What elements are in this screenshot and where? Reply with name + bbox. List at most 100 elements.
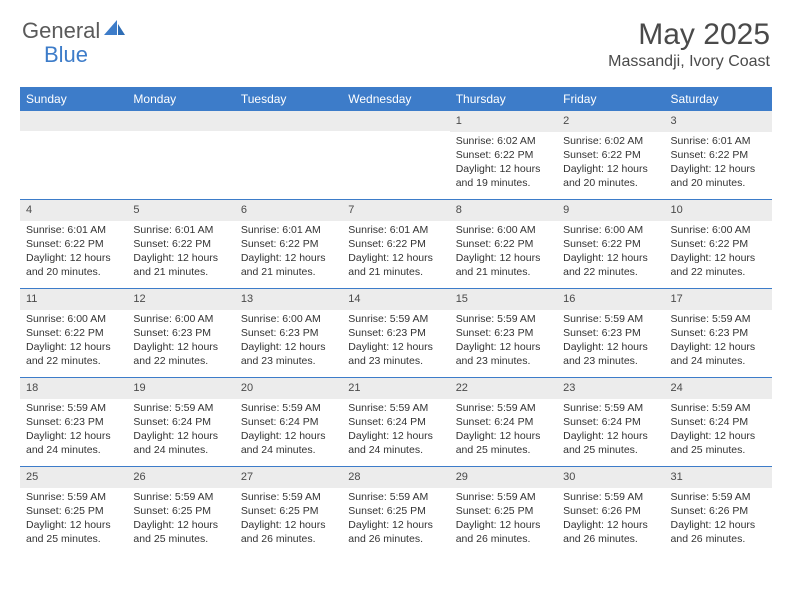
calendar: SundayMondayTuesdayWednesdayThursdayFrid… <box>20 87 772 555</box>
day-line: Daylight: 12 hours and 23 minutes. <box>563 340 658 368</box>
day-cell: 31Sunrise: 5:59 AMSunset: 6:26 PMDayligh… <box>665 467 772 555</box>
day-line: Sunset: 6:24 PM <box>456 415 551 429</box>
day-line: Sunrise: 6:01 AM <box>241 223 336 237</box>
day-cell <box>235 111 342 199</box>
day-cell: 13Sunrise: 6:00 AMSunset: 6:23 PMDayligh… <box>235 289 342 377</box>
day-body: Sunrise: 5:59 AMSunset: 6:25 PMDaylight:… <box>450 490 557 547</box>
day-line: Sunset: 6:25 PM <box>241 504 336 518</box>
day-number: 13 <box>235 289 342 310</box>
day-body: Sunrise: 5:59 AMSunset: 6:24 PMDaylight:… <box>342 401 449 458</box>
day-line: Daylight: 12 hours and 24 minutes. <box>348 429 443 457</box>
day-line: Daylight: 12 hours and 21 minutes. <box>133 251 228 279</box>
day-line: Sunrise: 6:00 AM <box>26 312 121 326</box>
day-line: Sunrise: 5:59 AM <box>241 490 336 504</box>
day-number: 3 <box>665 111 772 132</box>
day-cell: 3Sunrise: 6:01 AMSunset: 6:22 PMDaylight… <box>665 111 772 199</box>
day-line: Sunset: 6:22 PM <box>26 326 121 340</box>
day-cell: 8Sunrise: 6:00 AMSunset: 6:22 PMDaylight… <box>450 200 557 288</box>
day-body: Sunrise: 5:59 AMSunset: 6:23 PMDaylight:… <box>665 312 772 369</box>
day-body: Sunrise: 6:02 AMSunset: 6:22 PMDaylight:… <box>557 134 664 191</box>
day-line: Sunrise: 6:01 AM <box>26 223 121 237</box>
day-line: Daylight: 12 hours and 25 minutes. <box>26 518 121 546</box>
day-line: Daylight: 12 hours and 21 minutes. <box>456 251 551 279</box>
day-body: Sunrise: 5:59 AMSunset: 6:26 PMDaylight:… <box>557 490 664 547</box>
day-body: Sunrise: 5:59 AMSunset: 6:23 PMDaylight:… <box>342 312 449 369</box>
day-cell: 24Sunrise: 5:59 AMSunset: 6:24 PMDayligh… <box>665 378 772 466</box>
day-number: 30 <box>557 467 664 488</box>
day-line: Sunrise: 6:00 AM <box>671 223 766 237</box>
day-line: Daylight: 12 hours and 26 minutes. <box>456 518 551 546</box>
day-number: 8 <box>450 200 557 221</box>
day-body: Sunrise: 5:59 AMSunset: 6:25 PMDaylight:… <box>235 490 342 547</box>
day-number: 28 <box>342 467 449 488</box>
day-line: Daylight: 12 hours and 26 minutes. <box>563 518 658 546</box>
day-number <box>235 111 342 131</box>
day-body: Sunrise: 6:00 AMSunset: 6:22 PMDaylight:… <box>20 312 127 369</box>
day-line: Sunset: 6:22 PM <box>671 148 766 162</box>
day-line: Sunset: 6:25 PM <box>133 504 228 518</box>
day-line: Daylight: 12 hours and 26 minutes. <box>348 518 443 546</box>
day-body: Sunrise: 6:00 AMSunset: 6:23 PMDaylight:… <box>127 312 234 369</box>
day-line: Sunrise: 5:59 AM <box>563 490 658 504</box>
day-body: Sunrise: 5:59 AMSunset: 6:25 PMDaylight:… <box>127 490 234 547</box>
day-body: Sunrise: 5:59 AMSunset: 6:23 PMDaylight:… <box>20 401 127 458</box>
day-cell: 1Sunrise: 6:02 AMSunset: 6:22 PMDaylight… <box>450 111 557 199</box>
day-number: 16 <box>557 289 664 310</box>
dow-cell: Saturday <box>665 87 772 111</box>
day-line: Daylight: 12 hours and 24 minutes. <box>133 429 228 457</box>
day-line: Daylight: 12 hours and 19 minutes. <box>456 162 551 190</box>
day-line: Sunset: 6:22 PM <box>133 237 228 251</box>
day-line: Sunrise: 6:01 AM <box>133 223 228 237</box>
day-line: Sunrise: 5:59 AM <box>671 401 766 415</box>
day-line: Daylight: 12 hours and 25 minutes. <box>563 429 658 457</box>
day-number: 24 <box>665 378 772 399</box>
day-line: Sunrise: 6:00 AM <box>456 223 551 237</box>
day-body: Sunrise: 5:59 AMSunset: 6:26 PMDaylight:… <box>665 490 772 547</box>
day-line: Sunrise: 6:02 AM <box>456 134 551 148</box>
day-line: Daylight: 12 hours and 23 minutes. <box>348 340 443 368</box>
day-line: Sunset: 6:25 PM <box>456 504 551 518</box>
day-cell: 28Sunrise: 5:59 AMSunset: 6:25 PMDayligh… <box>342 467 449 555</box>
dow-cell: Tuesday <box>235 87 342 111</box>
day-line: Sunrise: 5:59 AM <box>671 312 766 326</box>
day-line: Sunset: 6:26 PM <box>671 504 766 518</box>
day-line: Sunrise: 5:59 AM <box>671 490 766 504</box>
day-body: Sunrise: 5:59 AMSunset: 6:24 PMDaylight:… <box>235 401 342 458</box>
day-line: Sunrise: 6:00 AM <box>563 223 658 237</box>
day-body: Sunrise: 6:01 AMSunset: 6:22 PMDaylight:… <box>20 223 127 280</box>
header: General May 2025 Massandji, Ivory Coast <box>0 0 792 77</box>
day-number: 31 <box>665 467 772 488</box>
day-line: Sunrise: 5:59 AM <box>563 401 658 415</box>
week-row: 18Sunrise: 5:59 AMSunset: 6:23 PMDayligh… <box>20 377 772 466</box>
day-cell: 2Sunrise: 6:02 AMSunset: 6:22 PMDaylight… <box>557 111 664 199</box>
day-number <box>342 111 449 131</box>
day-number: 5 <box>127 200 234 221</box>
day-cell: 5 Sunrise: 6:01 AMSunset: 6:22 PMDaylight… <box>127 200 234 288</box>
day-cell: 4Sunrise: 6:01 AMSunset: 6:22 PMDaylight… <box>20 200 127 288</box>
day-cell: 10Sunrise: 6:00 AMSunset: 6:22 PMDayligh… <box>665 200 772 288</box>
day-line: Sunrise: 6:00 AM <box>241 312 336 326</box>
week-row: 1Sunrise: 6:02 AMSunset: 6:22 PMDaylight… <box>20 111 772 199</box>
day-cell: 14Sunrise: 5:59 AMSunset: 6:23 PMDayligh… <box>342 289 449 377</box>
weeks-container: 1Sunrise: 6:02 AMSunset: 6:22 PMDaylight… <box>20 111 772 555</box>
day-number: 15 <box>450 289 557 310</box>
day-line: Daylight: 12 hours and 25 minutes. <box>671 429 766 457</box>
day-number: 2 <box>557 111 664 132</box>
day-number: 14 <box>342 289 449 310</box>
dow-cell: Sunday <box>20 87 127 111</box>
day-line: Sunset: 6:24 PM <box>671 415 766 429</box>
day-number: 6 <box>235 200 342 221</box>
day-line: Daylight: 12 hours and 26 minutes. <box>671 518 766 546</box>
day-line: Sunset: 6:24 PM <box>563 415 658 429</box>
day-cell: 27Sunrise: 5:59 AMSunset: 6:25 PMDayligh… <box>235 467 342 555</box>
day-body: Sunrise: 5:59 AMSunset: 6:24 PMDaylight:… <box>127 401 234 458</box>
day-line: Sunset: 6:23 PM <box>26 415 121 429</box>
day-line: Sunset: 6:23 PM <box>241 326 336 340</box>
day-cell <box>127 111 234 199</box>
day-line: Sunset: 6:23 PM <box>348 326 443 340</box>
day-line: Sunset: 6:22 PM <box>348 237 443 251</box>
day-cell: 7Sunrise: 6:01 AMSunset: 6:22 PMDaylight… <box>342 200 449 288</box>
day-line: Sunrise: 5:59 AM <box>348 401 443 415</box>
day-body: Sunrise: 5:59 AMSunset: 6:24 PMDaylight:… <box>665 401 772 458</box>
day-line: Daylight: 12 hours and 23 minutes. <box>456 340 551 368</box>
